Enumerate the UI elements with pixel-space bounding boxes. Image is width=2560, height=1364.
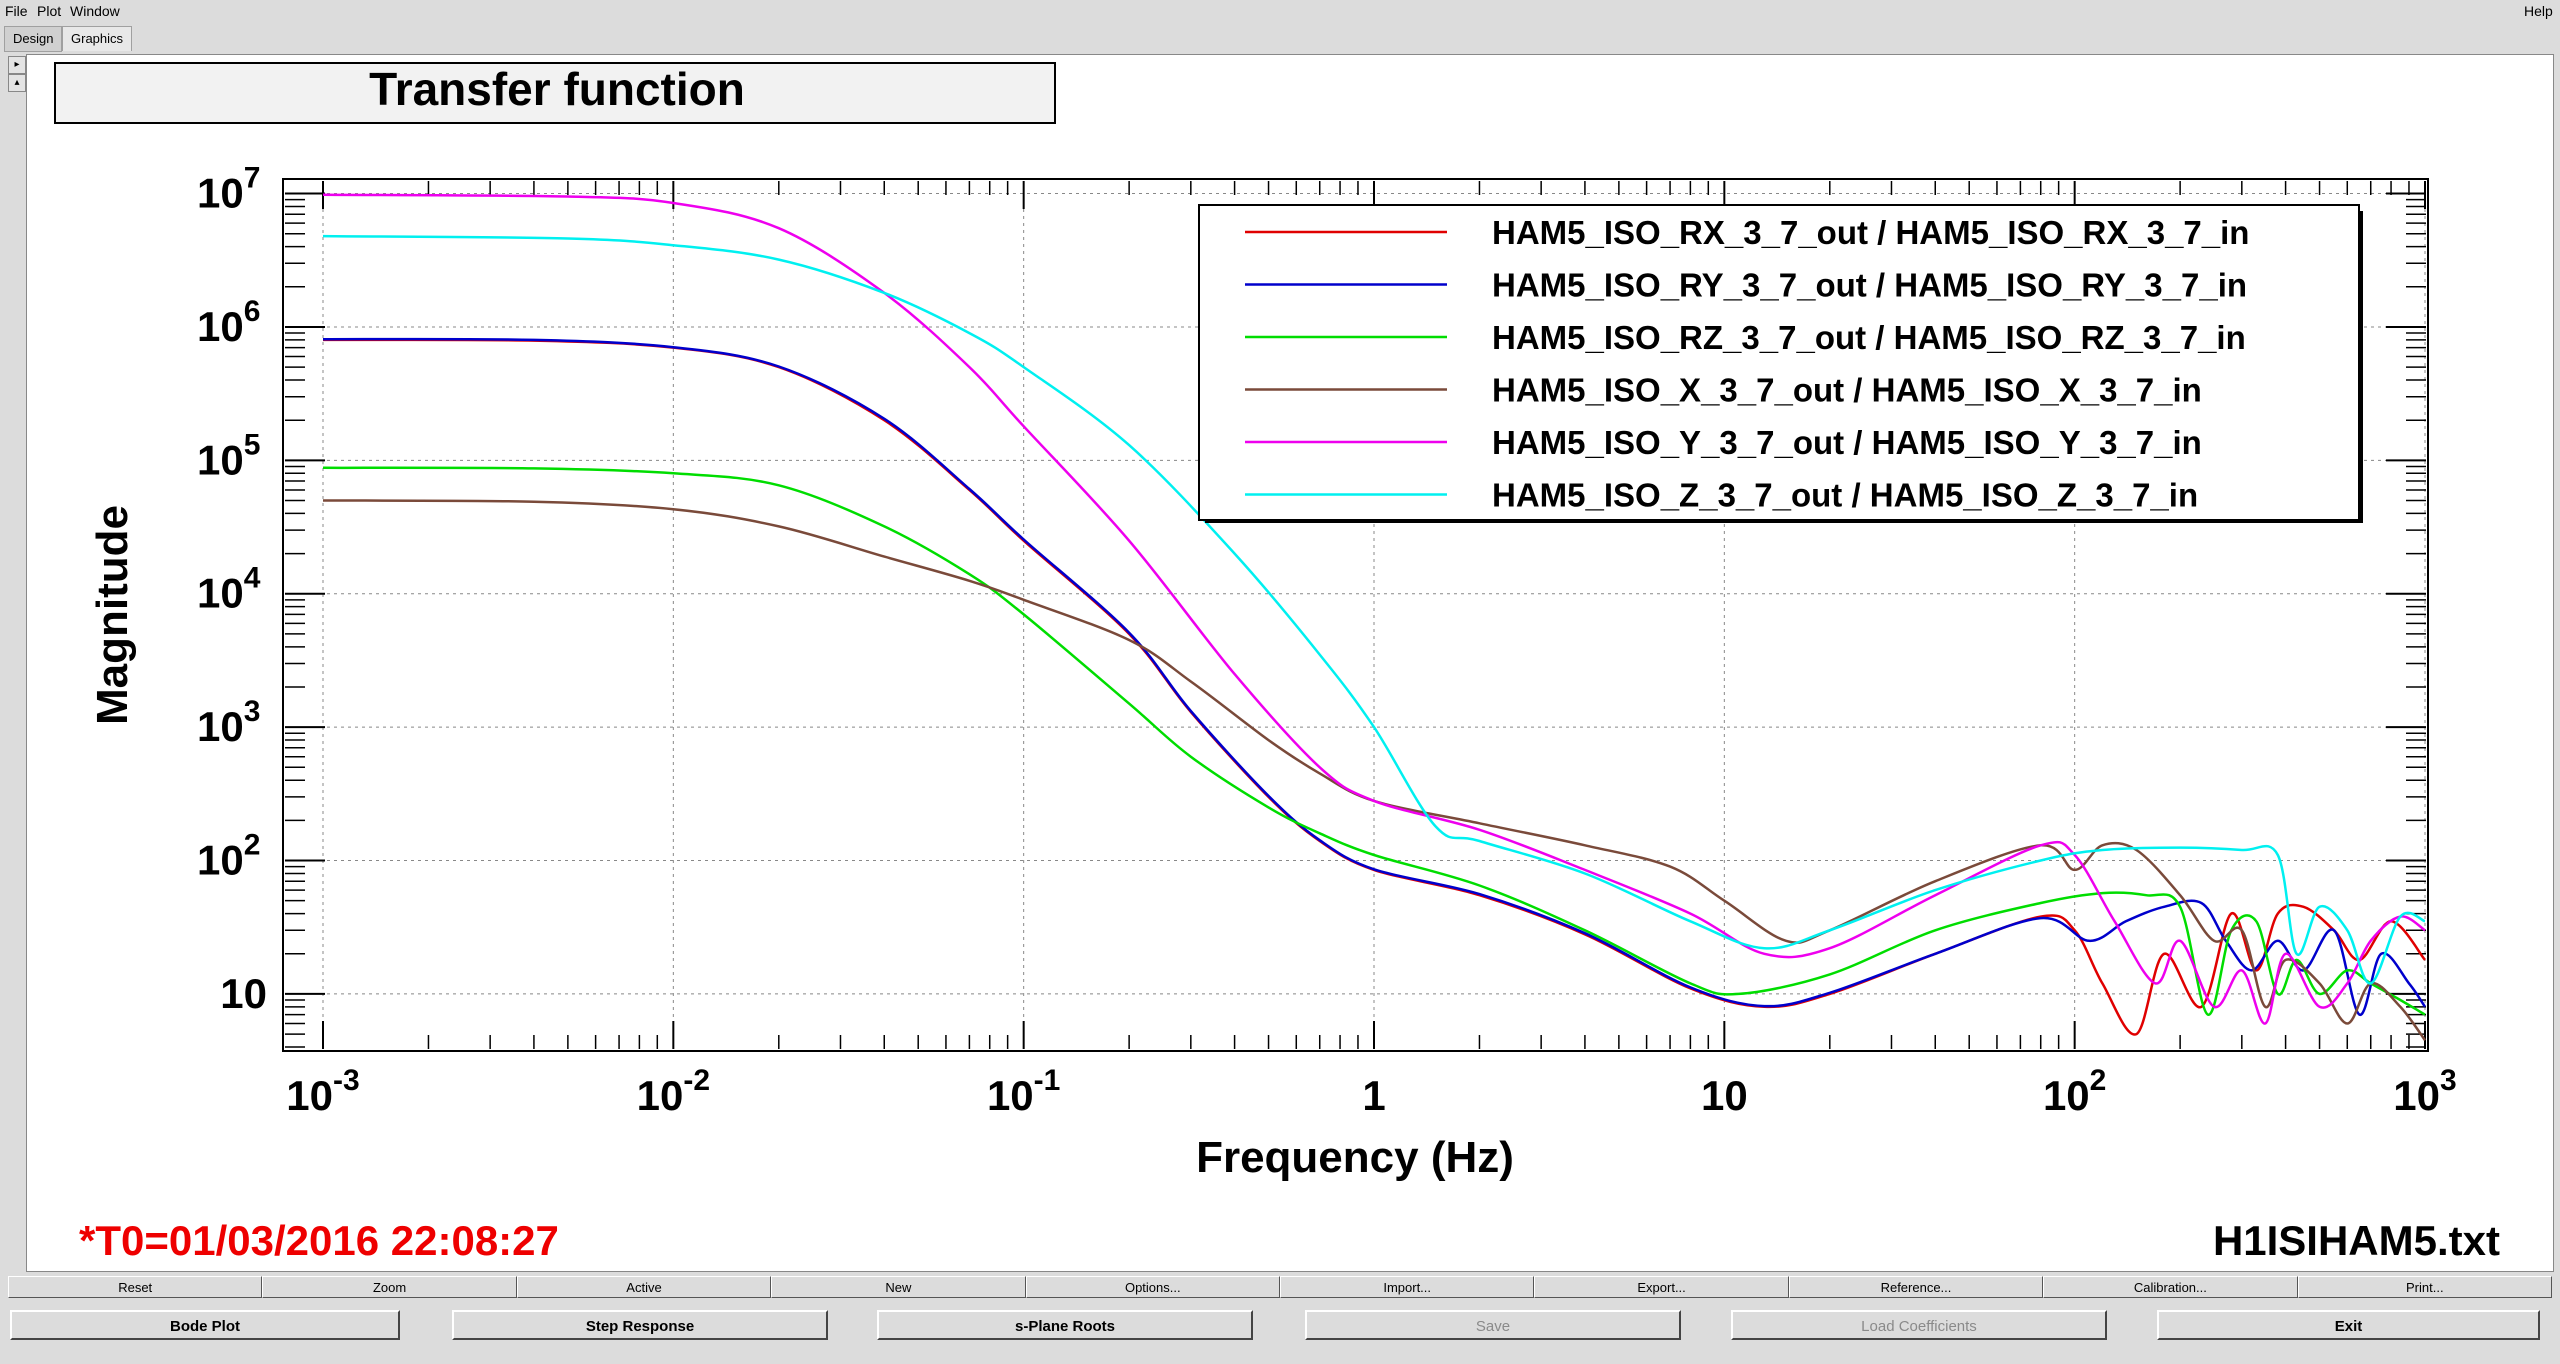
x-tick-labels: 10-3 10-2 10-1 1 10 102 103 bbox=[286, 1064, 2456, 1119]
side-strip: ▸ ▴ bbox=[4, 54, 26, 1264]
menu-file[interactable]: File bbox=[5, 3, 28, 19]
title-box bbox=[54, 62, 1056, 124]
tab-bar: Design Graphics bbox=[0, 24, 2560, 52]
toolbar-button-reference[interactable]: Reference... bbox=[1788, 1276, 2044, 1298]
step-response-button[interactable]: Step Response bbox=[452, 1310, 828, 1340]
x-tick-label: 10 bbox=[1701, 1072, 1748, 1119]
legend-label: HAM5_ISO_RZ_3_7_out / HAM5_ISO_RZ_3_7_in bbox=[1492, 319, 2246, 356]
y-tick-label: 105 bbox=[197, 428, 260, 483]
toolbar-button-options[interactable]: Options... bbox=[1025, 1276, 1280, 1298]
toolbar-bottom: Bode Plot Step Response s-Plane Roots Save L… bbox=[0, 1310, 2560, 1342]
legend: HAM5_ISO_RX_3_7_out / HAM5_ISO_RX_3_7_in… bbox=[1198, 204, 2363, 523]
toolbar-button-active[interactable]: Active bbox=[516, 1276, 772, 1298]
save-button[interactable]: Save bbox=[1305, 1310, 1681, 1340]
legend-label: HAM5_ISO_RY_3_7_out / HAM5_ISO_RY_3_7_in bbox=[1492, 267, 2247, 304]
plot-title: Transfer function bbox=[369, 63, 745, 115]
tab-graphics[interactable]: Graphics bbox=[62, 26, 133, 51]
x-tick-label: 10-1 bbox=[987, 1064, 1060, 1119]
menu-window[interactable]: Window bbox=[70, 3, 120, 19]
toolbar-button-import[interactable]: Import... bbox=[1280, 1276, 1535, 1298]
menu-bar: File Plot Window Help bbox=[0, 0, 2560, 24]
legend-shadow-right bbox=[2359, 211, 2363, 523]
timestamp-label: *T0=01/03/2016 22:08:27 bbox=[79, 1217, 559, 1264]
toolbar-button-calibration[interactable]: Calibration... bbox=[2043, 1276, 2298, 1298]
y-tick-label: 104 bbox=[197, 562, 261, 617]
filename-label: H1ISIHAM5.txt bbox=[2213, 1217, 2500, 1264]
x-tick-label: 1 bbox=[1362, 1072, 1385, 1119]
expand-arrow-icon[interactable]: ▸ bbox=[8, 56, 26, 74]
minor-ticks bbox=[285, 181, 2426, 1049]
legend-label: HAM5_ISO_Y_3_7_out / HAM5_ISO_Y_3_7_in bbox=[1492, 424, 2202, 461]
plot-svg[interactable]: Transfer function 10-3 10-2 10-1 1 10 102 103 … bbox=[27, 55, 2553, 1271]
series-line-2 bbox=[322, 466, 2426, 1016]
exit-button[interactable]: Exit bbox=[2157, 1310, 2540, 1340]
series-line-1 bbox=[322, 337, 2427, 1016]
graphics-canvas[interactable]: Transfer function 10-3 10-2 10-1 1 10 102 103 … bbox=[26, 54, 2554, 1272]
collapse-arrow-icon[interactable]: ▴ bbox=[8, 74, 26, 92]
series-line-4 bbox=[322, 193, 2426, 1025]
s-plane-roots-button[interactable]: s-Plane Roots bbox=[877, 1310, 1253, 1340]
x-tick-label: 103 bbox=[2393, 1064, 2456, 1119]
menu-help[interactable]: Help bbox=[2524, 3, 2553, 19]
y-tick-label: 10 bbox=[220, 970, 267, 1017]
legend-label: HAM5_ISO_RX_3_7_out / HAM5_ISO_RX_3_7_in bbox=[1492, 214, 2249, 251]
legend-label: HAM5_ISO_X_3_7_out / HAM5_ISO_X_3_7_in bbox=[1492, 372, 2202, 409]
series-line-3 bbox=[322, 499, 2427, 1041]
y-tick-label: 106 bbox=[197, 295, 260, 350]
x-tick-label: 10-2 bbox=[637, 1064, 710, 1119]
bode-plot-button[interactable]: Bode Plot bbox=[10, 1310, 400, 1340]
toolbar-button-new[interactable]: New bbox=[771, 1276, 1026, 1298]
y-tick-labels: 10 102 103 104 105 106 107 bbox=[197, 162, 267, 1017]
x-tick-label: 102 bbox=[2043, 1064, 2106, 1119]
toolbar-button-print[interactable]: Print... bbox=[2297, 1276, 2552, 1298]
series-line-5 bbox=[322, 234, 2426, 985]
legend-box bbox=[1198, 204, 2360, 521]
y-tick-label: 102 bbox=[197, 829, 260, 884]
toolbar-button-reset[interactable]: Reset bbox=[8, 1276, 263, 1298]
y-tick-label: 107 bbox=[197, 162, 260, 217]
x-axis-label: Frequency (Hz) bbox=[1196, 1133, 1514, 1182]
series-layer bbox=[322, 193, 2427, 1041]
x-tick-label: 10-3 bbox=[286, 1064, 359, 1119]
y-axis-label: Magnitude bbox=[88, 505, 137, 725]
menu-plot[interactable]: Plot bbox=[37, 3, 62, 19]
toolbar-button-export[interactable]: Export... bbox=[1534, 1276, 1789, 1298]
load-coefficients-button[interactable]: Load Coefficients bbox=[1731, 1310, 2107, 1340]
toolbar-button-zoom[interactable]: Zoom bbox=[262, 1276, 517, 1298]
tab-design[interactable]: Design bbox=[4, 26, 63, 52]
legend-label: HAM5_ISO_Z_3_7_out / HAM5_ISO_Z_3_7_in bbox=[1492, 477, 2198, 514]
y-tick-label: 103 bbox=[197, 695, 260, 750]
legend-shadow-bottom bbox=[1205, 519, 2363, 523]
toolbar-top: Reset Zoom Active New Options... Import... Exp… bbox=[0, 1276, 2560, 1300]
